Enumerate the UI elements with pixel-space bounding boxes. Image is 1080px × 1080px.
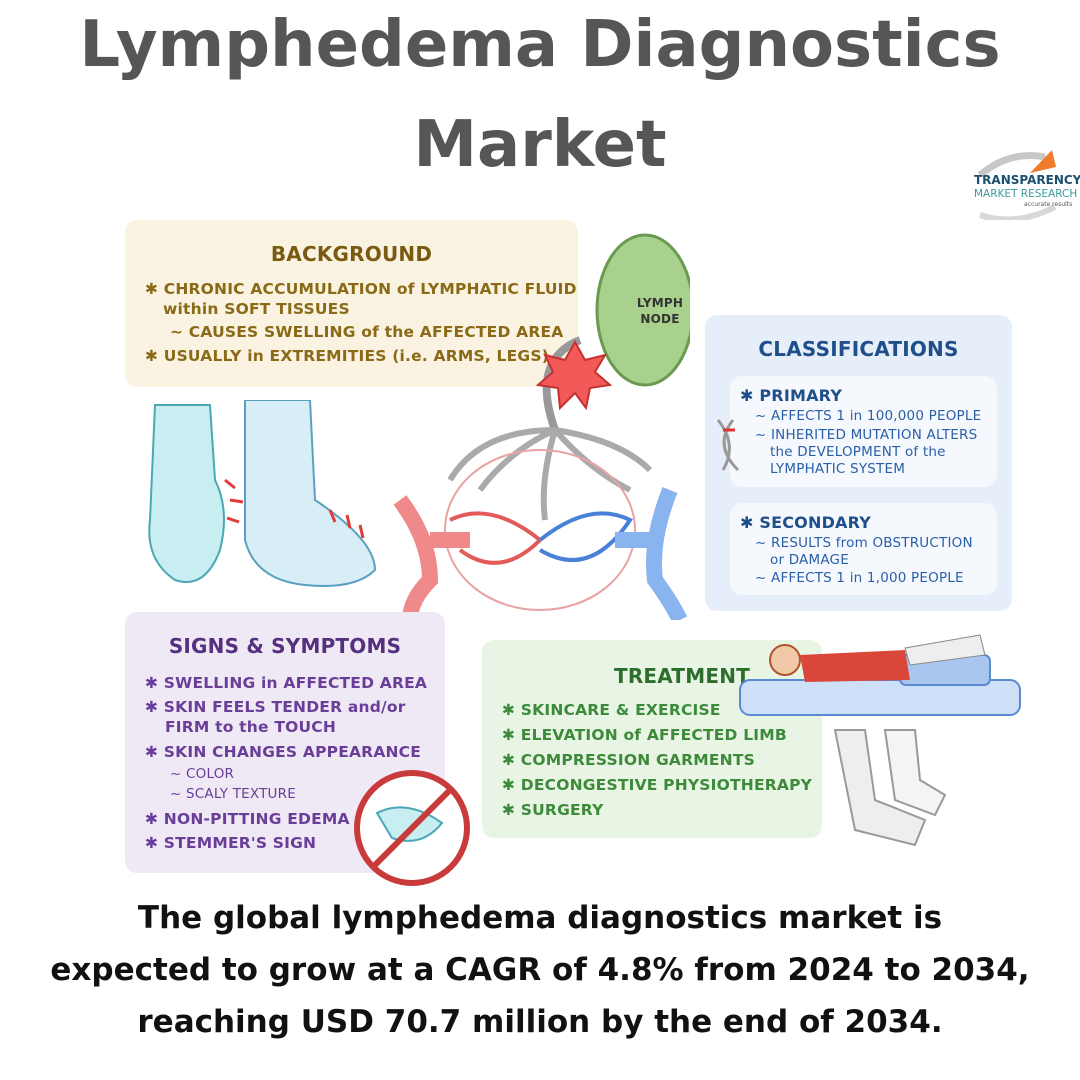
treatment-title: TREATMENT xyxy=(613,664,751,688)
primary-item: ~ INHERITED MUTATION ALTERS xyxy=(755,427,978,443)
secondary-item: ~ RESULTS from OBSTRUCTION xyxy=(755,535,973,551)
signs-item: ~ SCALY TEXTURE xyxy=(170,786,296,802)
secondary-item: ~ AFFECTS 1 in 1,000 PEOPLE xyxy=(755,570,964,586)
summary-line-3: reaching USD 70.7 million by the end of … xyxy=(137,1004,943,1040)
signs-title: SIGNS & SYMPTOMS xyxy=(168,634,402,658)
lymphatic-vessels-illustration xyxy=(393,233,690,620)
summary-line-1: The global lymphedema diagnostics market… xyxy=(137,900,943,936)
summary-line-2: expected to grow at a CAGR of 4.8% from … xyxy=(50,952,1030,988)
page-title-line2: Market xyxy=(413,108,667,182)
background-item: ✱ USUALLY in EXTREMITIES (i.e. ARMS, LEG… xyxy=(145,347,549,365)
patient-elevation-and-stockings-illustration xyxy=(739,634,1021,847)
swollen-arm-and-foot-illustration xyxy=(148,400,377,587)
signs-item: ✱ SKIN CHANGES APPEARANCE xyxy=(145,743,422,761)
signs-item: ✱ NON-PITTING EDEMA xyxy=(145,810,350,828)
logo-arc-icon xyxy=(977,150,1057,220)
background-item: ~ CAUSES SWELLING of the AFFECTED AREA xyxy=(170,323,564,341)
primary-title: ✱ PRIMARY xyxy=(740,386,843,405)
treatment-item: ✱ DECONGESTIVE PHYSIOTHERAPY xyxy=(502,776,813,794)
logo-text: TRANSPARENCY xyxy=(974,173,1080,187)
lymph-node-icon xyxy=(595,233,690,387)
logo-subtext: MARKET RESEARCH xyxy=(974,188,1078,200)
inflammation-burst-icon xyxy=(535,339,613,411)
signs-item: ✱ STEMMER'S SIGN xyxy=(145,834,317,852)
secondary-card: ✱ SECONDARY ~ RESULTS from OBSTRUCTION o… xyxy=(730,503,997,595)
lymph-node-label-1: LYMPH xyxy=(636,296,684,310)
treatment-item: ✱ COMPRESSION GARMENTS xyxy=(502,751,755,769)
dna-icon xyxy=(716,419,740,472)
lymph-node-label-2: NODE xyxy=(640,312,680,326)
logo-tagline: accurate results xyxy=(1024,201,1073,208)
logo: TRANSPARENCY MARKET RESEARCH accurate re… xyxy=(960,145,1080,220)
classifications-panel: CLASSIFICATIONS ✱ PRIMARY ~ AFFECTS 1 in… xyxy=(705,315,1012,611)
background-title: BACKGROUND xyxy=(270,242,433,266)
background-item: within SOFT TISSUES xyxy=(163,300,350,318)
secondary-item: or DAMAGE xyxy=(770,552,849,568)
classifications-title: CLASSIFICATIONS xyxy=(758,337,959,361)
signs-item: ✱ SKIN FEELS TENDER and/or xyxy=(145,698,406,716)
no-touch-icon xyxy=(354,770,470,886)
signs-item: FIRM to the TOUCH xyxy=(165,718,337,736)
lymph-node-label: LYMPH NODE xyxy=(620,295,700,327)
market-summary: The global lymphedema diagnostics market… xyxy=(0,892,1080,1048)
background-item: ✱ CHRONIC ACCUMULATION of LYMPHATIC FLUI… xyxy=(145,280,577,298)
treatment-item: ✱ SKINCARE & EXERCISE xyxy=(502,701,721,719)
signs-symptoms-panel: SIGNS & SYMPTOMS ✱ SWELLING in AFFECTED … xyxy=(125,612,445,873)
background-panel: BACKGROUND ✱ CHRONIC ACCUMULATION of LYM… xyxy=(125,220,578,387)
treatment-item: ✱ SURGERY xyxy=(502,801,604,819)
treatment-item: ✱ ELEVATION of AFFECTED LIMB xyxy=(502,726,787,744)
page-title: Lymphedema Diagnostics xyxy=(79,8,1001,82)
primary-item: ~ AFFECTS 1 in 100,000 PEOPLE xyxy=(755,408,982,424)
primary-card: ✱ PRIMARY ~ AFFECTS 1 in 100,000 PEOPLE … xyxy=(730,376,997,487)
signs-item: ✱ SWELLING in AFFECTED AREA xyxy=(145,674,428,692)
treatment-panel: TREATMENT ✱ SKINCARE & EXERCISE ✱ ELEVAT… xyxy=(482,640,822,838)
signs-item: ~ COLOR xyxy=(170,766,235,782)
secondary-title: ✱ SECONDARY xyxy=(740,513,872,532)
primary-item: the DEVELOPMENT of the xyxy=(770,444,946,460)
primary-item: LYMPHATIC SYSTEM xyxy=(770,461,906,477)
